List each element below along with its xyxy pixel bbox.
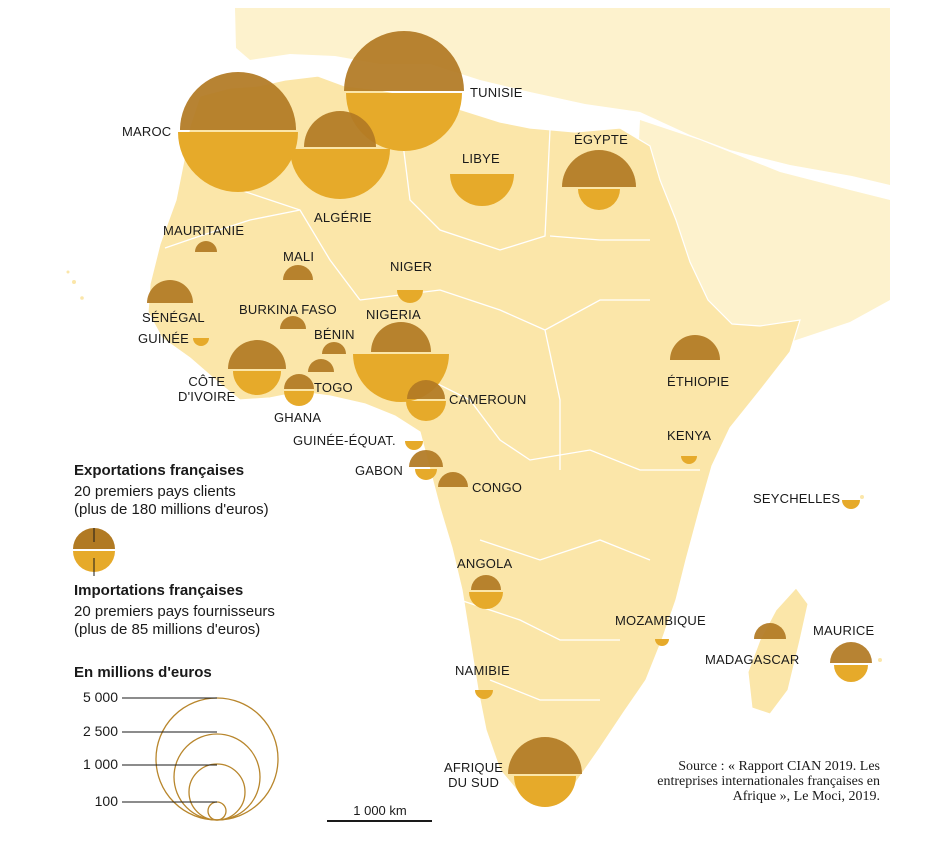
import-half-angola: [469, 592, 503, 609]
label-mozambique: MOZAMBIQUE: [615, 613, 706, 628]
label-afrique-du-sud-line1: AFRIQUE: [444, 760, 504, 775]
import-half-maroc: [178, 132, 298, 192]
label-niger: NIGER: [390, 259, 433, 274]
label-libye: LIBYE: [462, 151, 500, 166]
export-half-maroc: [180, 72, 296, 130]
export-half-mauritanie: [195, 241, 217, 252]
label-senegal: SÉNÉGAL: [142, 310, 205, 325]
label-mauritanie: MAURITANIE: [163, 223, 245, 238]
label-congo: CONGO: [472, 480, 523, 495]
export-half-angola: [471, 575, 501, 590]
label-ethiopie: ÉTHIOPIE: [667, 374, 730, 389]
label-seychelles: SEYCHELLES: [753, 491, 841, 506]
import-half-seychelles: [842, 500, 860, 509]
label-ghana: GHANA: [274, 410, 322, 425]
export-half-burkina: [280, 316, 306, 329]
trade-symbols: [147, 31, 872, 807]
legend-imports-line1: 20 premiers pays fournisseurs: [74, 603, 275, 620]
label-cameroun: CAMEROUN: [449, 392, 527, 407]
label-madagascar: MADAGASCAR: [705, 652, 800, 667]
legend-imports-title: Importations françaises: [74, 582, 244, 599]
import-half-algerie: [290, 149, 390, 199]
legend-symbol: [73, 528, 115, 576]
legend-imports-line2: (plus de 85 millions d'euros): [74, 621, 261, 638]
export-half-algerie: [304, 111, 376, 147]
label-maroc: MAROC: [122, 124, 172, 139]
import-half-guineeeq: [405, 441, 423, 450]
country-borders: [164, 119, 700, 701]
label-burkina-faso: BURKINA FASO: [239, 302, 337, 317]
source-note: Source : « Rapport CIAN 2019. Les entrep…: [657, 759, 880, 804]
export-half-cote: [228, 340, 286, 369]
label-tunisie: TUNISIE: [470, 85, 523, 100]
import-half-kenya: [681, 456, 697, 464]
export-half-gabon: [409, 450, 443, 467]
import-half-namibie: [475, 690, 493, 699]
export-half-benin: [322, 342, 346, 354]
scale-value-5000: 5 000: [82, 689, 118, 705]
import-half-mozambique: [655, 639, 669, 646]
label-namibie: NAMIBIE: [455, 663, 510, 678]
label-angola: ANGOLA: [457, 556, 513, 571]
scale-bar-label: 1 000 km: [353, 803, 407, 818]
import-half-niger: [397, 290, 423, 303]
label-togo: TOGO: [314, 380, 353, 395]
legend-exports-line1: 20 premiers pays clients: [74, 483, 236, 500]
legend-scale-title: En millions d'euros: [74, 664, 212, 681]
label-kenya: KENYA: [667, 428, 712, 443]
import-half-cote: [233, 371, 281, 395]
export-half-nigeria: [371, 322, 431, 352]
export-half-cameroun: [407, 380, 445, 399]
export-half-afsud: [508, 737, 582, 774]
import-half-maurice: [834, 665, 868, 682]
export-half-mali: [283, 265, 313, 280]
label-benin: BÉNIN: [314, 327, 355, 342]
land-africa: [147, 75, 801, 799]
label-afrique-du-sud: AFRIQUE DU SUD: [444, 760, 503, 790]
export-half-togo: [308, 359, 334, 372]
scale-value-1000: 1 000: [82, 756, 118, 772]
import-half-guinee: [193, 338, 209, 346]
export-half-congo: [438, 472, 468, 487]
import-half-ghana: [284, 391, 314, 406]
label-nigeria: NIGERIA: [366, 307, 421, 322]
label-afrique-du-sud-line2: DU SUD: [448, 775, 500, 790]
export-half-ghana: [284, 374, 314, 389]
label-guinee: GUINÉE: [138, 331, 190, 346]
label-egypte: ÉGYPTE: [574, 132, 628, 147]
label-cote-divoire: CÔTE D'IVOIRE: [178, 374, 236, 404]
label-cote-divoire-line1: CÔTE: [188, 374, 226, 389]
islands: [66, 270, 882, 662]
size-legend-leaders: [122, 697, 217, 803]
export-half-senegal: [147, 280, 193, 303]
label-gabon: GABON: [355, 463, 403, 478]
land-madagascar: [747, 587, 809, 715]
legend-exports-line2: (plus de 180 millions d'euros): [74, 501, 269, 518]
label-cote-divoire-line2: D'IVOIRE: [178, 389, 236, 404]
export-half-ethiopie: [670, 335, 720, 360]
import-half-libye: [450, 174, 514, 206]
label-algerie: ALGÉRIE: [314, 210, 372, 225]
scale-value-2500: 2 500: [82, 723, 118, 739]
scale-value-100: 100: [94, 793, 118, 809]
export-half-egypte: [562, 150, 636, 187]
import-half-gabon: [415, 469, 437, 480]
import-half-tunisie: [346, 93, 462, 151]
export-half-maurice: [830, 642, 872, 663]
import-half-egypte: [578, 189, 620, 210]
legend-exports-title: Exportations françaises: [74, 462, 245, 479]
label-mali: MALI: [283, 249, 315, 264]
label-maurice: MAURICE: [813, 623, 875, 638]
export-half-madagascar: [754, 623, 786, 639]
import-half-cameroun: [406, 401, 446, 421]
export-half-tunisie: [344, 31, 464, 91]
label-guinee-equat: GUINÉE-ÉQUAT.: [293, 433, 396, 448]
import-half-afsud: [514, 776, 576, 807]
